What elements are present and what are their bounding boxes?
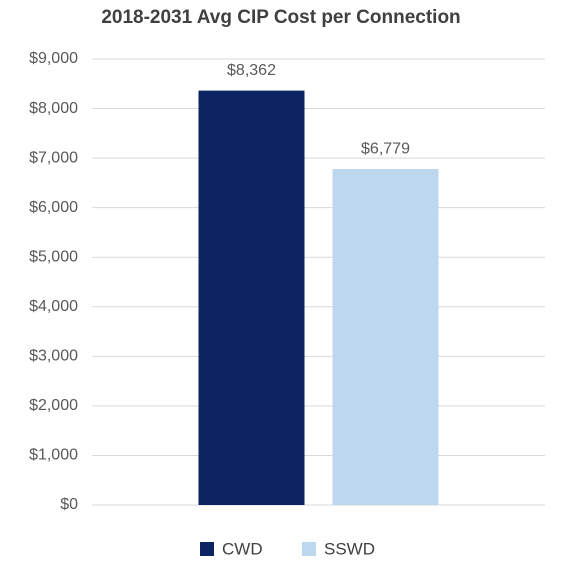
legend-swatch <box>302 542 316 556</box>
legend-swatch <box>200 542 214 556</box>
chart-title: 2018-2031 Avg CIP Cost per Connection <box>101 7 460 28</box>
legend-label: SSWD <box>324 539 375 558</box>
y-tick-label: $5,000 <box>29 248 78 265</box>
y-tick-label: $2,000 <box>29 397 78 414</box>
legend-label: CWD <box>222 539 263 558</box>
bar <box>198 90 305 505</box>
y-tick-label: $7,000 <box>29 149 78 166</box>
y-tick-label: $1,000 <box>29 447 78 464</box>
y-tick-label: $8,000 <box>29 100 78 117</box>
data-label: $8,362 <box>227 62 276 79</box>
data-label: $6,779 <box>361 140 410 157</box>
y-tick-label: $9,000 <box>29 50 78 67</box>
y-tick-label: $0 <box>60 496 78 513</box>
bar <box>332 169 439 506</box>
y-tick-label: $6,000 <box>29 199 78 216</box>
y-tick-label: $3,000 <box>29 348 78 365</box>
y-tick-label: $4,000 <box>29 298 78 315</box>
